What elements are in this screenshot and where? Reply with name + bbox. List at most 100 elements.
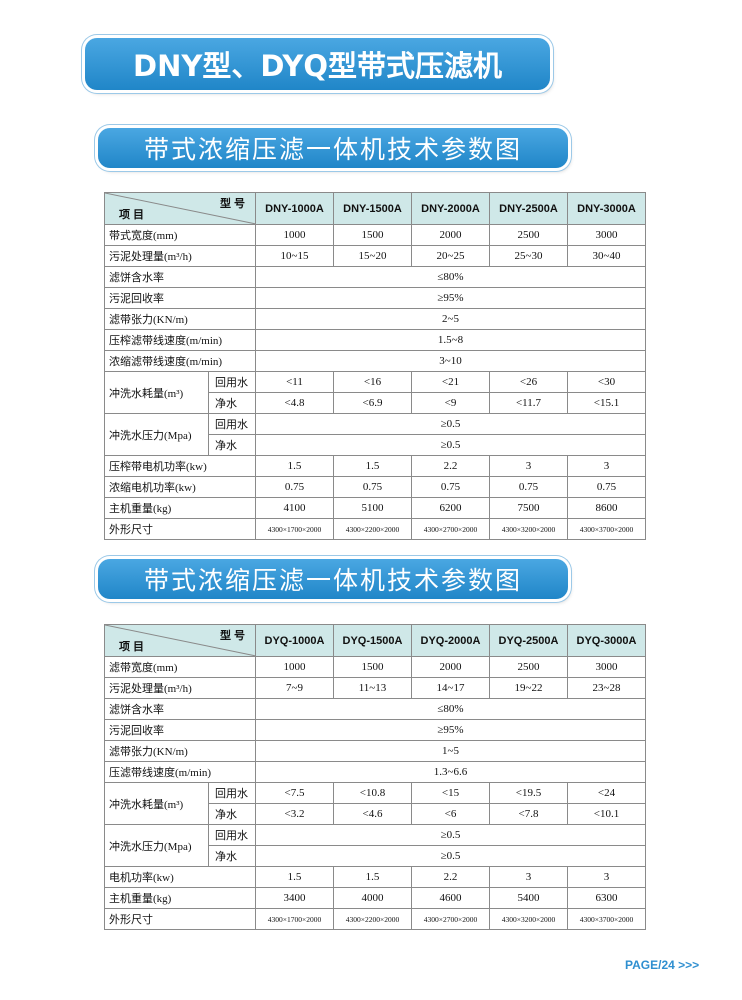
value-cell: 25~30 [489,245,568,267]
row: 污泥回收率 ≥95% [104,719,646,741]
row-label: 滤饼含水率 [104,266,256,288]
corner-top: 型 号 [219,198,245,210]
value-cell: <11 [255,371,334,393]
diagonal [105,193,255,224]
value-cell: ≥95% [255,287,646,309]
value-cell: <16 [333,371,412,393]
value-cell: 4300×3700×2000 [567,908,646,930]
value-cell: ≥95% [255,719,646,741]
value-cell: ≤80% [255,266,646,288]
sub-label: 回用水 [208,413,256,435]
value-cell: 5400 [489,887,568,909]
value-cell: 3000 [567,224,646,246]
row: 滤饼含水率 ≤80% [104,266,646,288]
value-cell: 4300×2200×2000 [333,518,412,540]
header-row: 型 号项 目 DYQ-1000A DYQ-1500A DYQ-2000A DYQ-250… [104,624,646,657]
row: 污泥处理量(m³/h) 10~15 15~20 20~25 25~30 30~40 [104,245,646,267]
value-cell: 3~10 [255,350,646,372]
corner-cell: 型 号项 目 [104,624,256,657]
row-label: 污泥回收率 [104,287,256,309]
value-cell: 1.5 [333,455,412,477]
row-label: 污泥处理量(m³/h) [104,245,256,267]
value-cell: 3000 [567,656,646,678]
value-cell: 1000 [255,656,334,678]
header-row: 型 号项 目 DNY-1000A DNY-1500A DNY-2000A DNY-250… [104,192,646,225]
value-cell: <3.2 [255,803,334,825]
row: 滤带张力(KN/m) 1~5 [104,740,646,762]
row-label: 电机功率(kw) [104,866,256,888]
value-cell: 11~13 [333,677,412,699]
value-cell: 3 [489,866,568,888]
value-cell: 1500 [333,224,412,246]
row-label: 冲洗水耗量(m³) [104,782,209,825]
value-cell: 2500 [489,656,568,678]
value-cell: <10.1 [567,803,646,825]
value-cell: 1000 [255,224,334,246]
row-label: 污泥回收率 [104,719,256,741]
corner-cell: 型 号项 目 [104,192,256,225]
row-label: 滤带张力(KN/m) [104,740,256,762]
sub-label: 净水 [208,392,256,414]
value-cell: 30~40 [567,245,646,267]
value-cell: ≥0.5 [255,434,646,456]
row: 带式宽度(mm) 1000 1500 2000 2500 3000 [104,224,646,246]
value-cell: 7500 [489,497,568,519]
value-cell: <9 [411,392,490,414]
value-cell: 6200 [411,497,490,519]
page-number: PAGE/24 >>> [625,958,700,972]
value-cell: <26 [489,371,568,393]
sub-label: 回用水 [208,824,256,846]
value-cell: 1.5 [255,866,334,888]
value-cell: 2.2 [411,866,490,888]
value-cell: 14~17 [411,677,490,699]
value-cell: 19~22 [489,677,568,699]
value-cell: 4600 [411,887,490,909]
corner-bottom: 项 目 [119,641,145,653]
value-cell: 2.2 [411,455,490,477]
value-cell: 4300×3700×2000 [567,518,646,540]
value-cell: ≥0.5 [255,413,646,435]
row: 主机重量(kg) 3400 4000 4600 5400 6300 [104,887,646,909]
value-cell: 23~28 [567,677,646,699]
value-cell: 0.75 [489,476,568,498]
row: 冲洗水压力(Mpa) 回用水 ≥0.5 [104,413,646,456]
row: 滤带张力(KN/m) 2~5 [104,308,646,330]
value-cell: 7~9 [255,677,334,699]
sub-label: 净水 [208,803,256,825]
value-cell: <7.8 [489,803,568,825]
value-cell: <24 [567,782,646,804]
row: 滤饼含水率 ≤80% [104,698,646,720]
model-header: DNY-1000A [255,192,334,225]
row-label: 外形尺寸 [104,908,256,930]
row: 滤带宽度(mm) 1000 1500 2000 2500 3000 [104,656,646,678]
value-cell: 4300×1700×2000 [255,518,334,540]
corner-top: 型 号 [219,630,245,642]
row-label: 压榨滤带线速度(m/min) [104,329,256,351]
value-cell: 4100 [255,497,334,519]
row-label: 滤饼含水率 [104,698,256,720]
value-cell: <7.5 [255,782,334,804]
value-cell: <10.8 [333,782,412,804]
spec-table: 型 号项 目 DNY-1000A DNY-1500A DNY-2000A DNY-250… [104,192,646,540]
diagonal-line [105,625,255,656]
value-cell: 0.75 [411,476,490,498]
sub-label: 回用水 [208,371,256,393]
value-cell: 2000 [411,656,490,678]
value-cell: 15~20 [333,245,412,267]
row-label: 冲洗水耗量(m³) [104,371,209,414]
row: 浓缩电机功率(kw) 0.75 0.75 0.75 0.75 0.75 [104,476,646,498]
sub-label: 净水 [208,845,256,867]
row: 浓缩滤带线速度(m/min) 3~10 [104,350,646,372]
row-label: 滤带宽度(mm) [104,656,256,678]
value-cell: 1.5~8 [255,329,646,351]
row: 外形尺寸 4300×1700×2000 4300×2200×2000 4300×270… [104,908,646,930]
row: 压滤带线速度(m/min) 1.3~6.6 [104,761,646,783]
row-label: 浓缩滤带线速度(m/min) [104,350,256,372]
model-header: DYQ-3000A [567,624,646,657]
row-label: 冲洗水压力(Mpa) [104,413,209,456]
value-cell: <6 [411,803,490,825]
value-cell: 0.75 [567,476,646,498]
corner: 型 号项 目 [105,625,255,656]
value-cell: <6.9 [333,392,412,414]
